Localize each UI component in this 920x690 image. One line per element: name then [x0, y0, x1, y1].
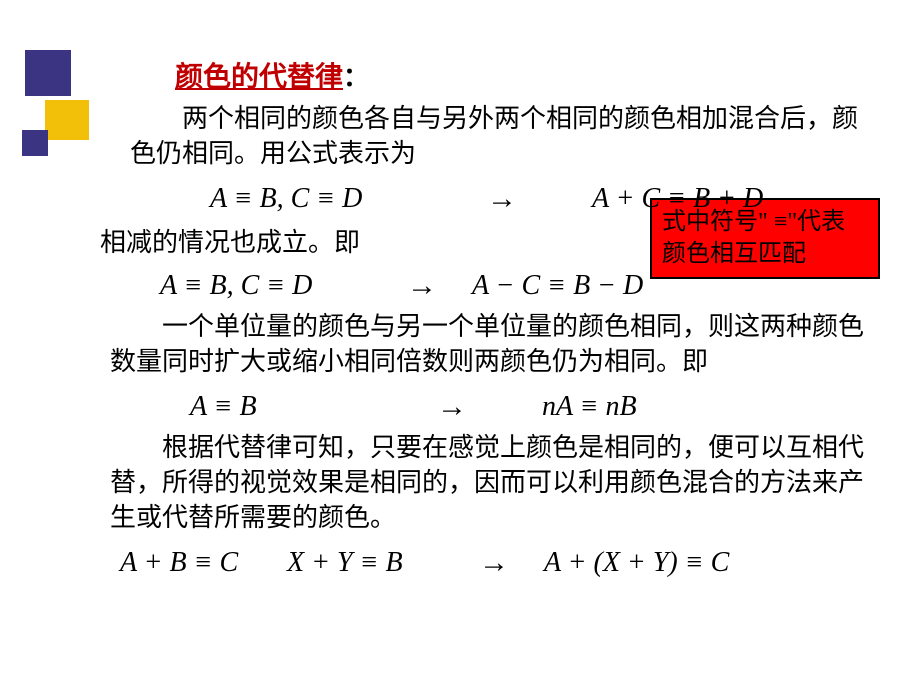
formula-3: A ≡ B → nA ≡ nB	[100, 390, 890, 425]
formula-2-left: A ≡ B, C ≡ D	[160, 270, 380, 302]
formula-1-right: A + C ≡ B + D	[584, 183, 763, 215]
arrow-icon: →	[397, 390, 507, 424]
deco-block-2	[45, 100, 89, 140]
paragraph-3: 根据代替律可知，只要在感觉上颜色是相同的，便可以互相代替，所得的视觉效果是相同的…	[110, 430, 870, 535]
formula-4: A + B ≡ C X + Y ≡ B → A + (X + Y) ≡ C	[100, 545, 890, 580]
arrow-icon: →	[407, 269, 437, 302]
formula-4-right: A + (X + Y) ≡ C	[536, 547, 729, 579]
formula-4-left-a: A + B ≡ C	[120, 547, 280, 579]
paragraph-2-text: 一个单位量的颜色与另一个单位量的颜色相同，则这两种颜色数量同时扩大或缩小相同倍数…	[110, 309, 870, 379]
formula-4-left-b: X + Y ≡ B	[287, 547, 452, 579]
deco-block-3	[22, 130, 48, 156]
paragraph-1: 两个相同的颜色各自与另外两个相同的颜色相加混合后，颜色仍相同。用公式表示为	[130, 101, 870, 171]
title-colon: ：	[343, 63, 369, 92]
arrow-icon: →	[447, 182, 557, 216]
paragraph-3-text: 根据代替律可知，只要在感觉上颜色是相同的，便可以互相代替，所得的视觉效果是相同的…	[110, 430, 870, 535]
formula-1-left: A ≡ B, C ≡ D	[210, 183, 420, 215]
formula-1: A ≡ B, C ≡ D → A + C ≡ B + D	[100, 181, 890, 216]
title-row: 颜色的代替律：	[175, 55, 890, 95]
arrow-icon: →	[479, 546, 509, 579]
slide-content: 颜色的代替律： 两个相同的颜色各自与另外两个相同的颜色相加混合后，颜色仍相同。用…	[100, 55, 890, 586]
slide-title: 颜色的代替律	[175, 61, 343, 92]
sub-line-1: 相减的情况也成立。即	[100, 222, 890, 259]
formula-2-right: A − C ≡ B − D	[464, 270, 643, 302]
formula-3-left: A ≡ B	[190, 391, 370, 423]
paragraph-2: 一个单位量的颜色与另一个单位量的颜色相同，则这两种颜色数量同时扩大或缩小相同倍数…	[110, 309, 870, 379]
formula-3-right: nA ≡ nB	[534, 391, 637, 423]
deco-block-1	[25, 50, 71, 96]
formula-2: A ≡ B, C ≡ D → A − C ≡ B − D	[100, 269, 890, 304]
